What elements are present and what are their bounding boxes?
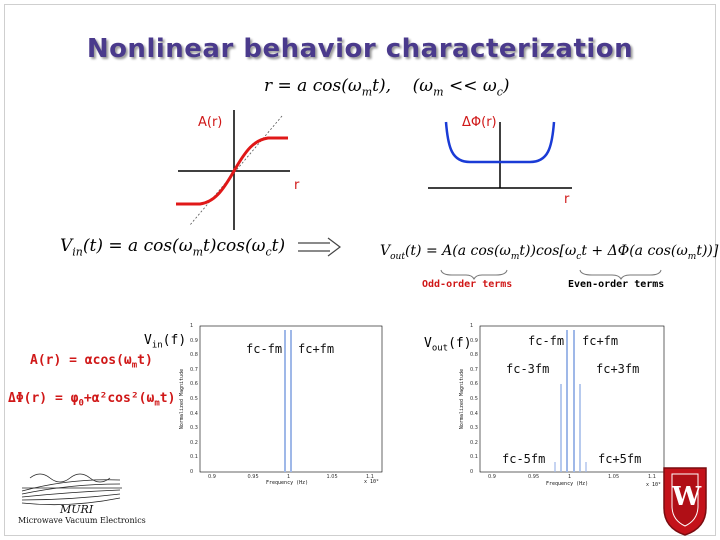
output-y-tick-label: 0.9: [470, 337, 478, 344]
am-r-axis-label: r: [294, 178, 300, 193]
top-equation: r = a cos(ωmt), (ωm << ωc): [264, 76, 510, 99]
output-y-tick-label: 0.2: [470, 439, 478, 446]
output-fc-plus-fm-label: fc+fm: [582, 334, 619, 348]
crest-letter: W: [672, 482, 702, 512]
output-y-tick-label: 0.3: [470, 425, 478, 432]
input-y-tick-label: 1: [190, 323, 194, 329]
muri-logo-graphic: [21, 473, 122, 506]
input-fc-minus-fm-label: fc-fm: [246, 342, 283, 356]
output-y-tick-label: 0.6: [470, 381, 478, 388]
output-spectrum-axes: [479, 325, 665, 473]
am-curve: [176, 136, 288, 206]
output-xlabel: Frequency (Hz): [546, 481, 589, 487]
input-y-tick-label: 0.2: [190, 439, 198, 446]
input-x-tick-label: 1.05: [326, 474, 338, 480]
output-y-tick-label: 0.5: [470, 396, 478, 402]
input-y-tick-label: 0.4: [190, 410, 198, 417]
muri-logo-title: MURI: [60, 503, 94, 516]
pm-model-equation: ΔΦ(r) = φ0+α²cos²(ωmt): [8, 391, 176, 409]
odd-order-terms-label: Odd-order terms: [422, 279, 513, 290]
vout-f-label: Vout(f): [424, 336, 472, 354]
output-ylabel: Normalized Magnitude: [459, 368, 466, 430]
input-y-tick-label: 0.5: [190, 396, 198, 402]
input-x-tick-label: 0.95: [247, 474, 259, 480]
implies-arrow: [298, 237, 341, 257]
output-y-tick-label: 0.1: [470, 454, 478, 461]
output-x-tick-label: 1.1: [648, 474, 656, 480]
output-fc-minus-5fm-label: fc-5fm: [502, 452, 546, 466]
pm-curve-label: ΔΦ(r): [462, 115, 497, 130]
output-x-tick-label: 1: [568, 474, 572, 480]
output-spectrum-plot: [479, 325, 665, 473]
output-y-tick-label: 0: [470, 469, 474, 475]
output-fc-plus-5fm-label: fc+5fm: [598, 452, 642, 466]
vin-f-label: Vin(f): [144, 333, 187, 351]
input-x-tick-label: 1.1: [366, 474, 374, 480]
pm-r-axis-label: r: [564, 192, 570, 207]
input-y-tick-label: 0.6: [190, 381, 198, 388]
output-y-tick-label: 1: [470, 323, 474, 329]
vin-equation: Vin(t) = a cos(ωmt)cos(ωct): [60, 236, 286, 259]
input-y-tick-label: 0: [190, 469, 194, 475]
input-x-tick-label: 1: [287, 474, 291, 480]
output-x-tick-label: 1.05: [608, 474, 620, 480]
odd-terms-brace: [440, 269, 508, 281]
am-model-equation: A(r) = αcos(ωmt): [30, 353, 153, 371]
input-exponent-label: x 10⁹: [364, 479, 380, 485]
output-y-tick-label: 0.7: [470, 366, 478, 373]
input-y-tick-label: 0.3: [190, 425, 198, 432]
muri-logo-subtitle: Microwave Vacuum Electronics: [18, 516, 146, 525]
output-x-tick-label: 0.9: [488, 474, 496, 480]
even-terms-brace: [579, 269, 662, 281]
slide-title: Nonlinear behavior characterization: [86, 34, 634, 64]
vout-equation: Vout(t) = A(a cos(ωmt))cos[ωct + ΔΦ(a co…: [380, 243, 719, 262]
output-y-tick-label: 0.8: [470, 352, 478, 359]
input-spectrum-plot: [199, 325, 383, 473]
input-y-tick-label: 0.7: [190, 366, 198, 373]
input-x-tick-label: 0.9: [208, 474, 216, 480]
slide-frame: [4, 4, 716, 536]
even-order-terms-label: Even-order terms: [568, 279, 665, 290]
input-ylabel: Normalized Magnitude: [179, 368, 186, 430]
input-y-tick-label: 0.8: [190, 352, 198, 359]
output-x-tick-label: 0.95: [528, 474, 540, 480]
output-y-tick-label: 0.4: [470, 410, 478, 417]
output-fc-minus-3fm-label: fc-3fm: [506, 362, 550, 376]
output-fc-minus-fm-label: fc-fm: [528, 334, 565, 348]
am-curve-label: A(r): [198, 115, 223, 130]
output-exponent-label: x 10⁹: [646, 482, 662, 488]
input-y-tick-label: 0.9: [190, 337, 198, 344]
input-fc-plus-fm-label: fc+fm: [298, 342, 335, 356]
pm-curve: [444, 121, 556, 164]
input-xlabel: Frequency (Hz): [266, 480, 309, 486]
uw-crest: [663, 467, 707, 536]
output-fc-plus-3fm-label: fc+3fm: [596, 362, 640, 376]
input-y-tick-label: 0.1: [190, 454, 198, 461]
